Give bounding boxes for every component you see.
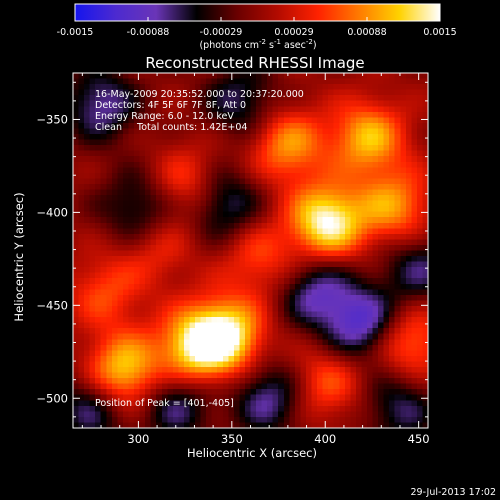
y-tick-label: −500 [36, 391, 68, 405]
observation-info: 16-May-2009 20:35:52.000 to 20:37:20.000… [95, 89, 304, 133]
peak-position-label: Position of Peak = [401,-405] [95, 398, 234, 409]
timestamp: 29-Jul-2013 17:02 [410, 487, 496, 498]
x-tick-label: 450 [408, 432, 430, 446]
colorbar-tick-label: 0.0015 [423, 27, 456, 38]
x-tick-label: 350 [221, 432, 243, 446]
y-axis-label: Heliocentric Y (arcsec) [12, 192, 26, 321]
heatmap-plot: 300 350 400 450 −350 −400 −450 −500 [36, 72, 430, 446]
annotation-energy: Energy Range: 6.0 - 12.0 keV [95, 111, 234, 122]
colorbar-label: (photons cm-2 s-1 asec-2) [199, 38, 316, 51]
x-tick-label: 400 [314, 432, 336, 446]
colorbar-ticks: -0.0015 -0.00088 -0.00029 0.00029 0.00088 0.0… [57, 17, 457, 38]
annotation-detectors: Detectors: 4F 5F 6F 7F 8F, Att 0 [95, 100, 246, 111]
colorbar-gradient [74, 3, 441, 22]
y-tick-label: −400 [36, 205, 68, 219]
colorbar-tick-label: -0.00029 [200, 27, 243, 38]
colorbar-tick-label: 0.00088 [347, 27, 386, 38]
x-axis-label: Heliocentric X (arcsec) [187, 446, 317, 460]
annotation-clean: Clean Total counts: 1.42E+04 [95, 122, 247, 133]
colorbar-tick-label: 0.00029 [274, 27, 313, 38]
colorbar: -0.0015 -0.00088 -0.00029 0.00029 0.00088 0.0… [57, 3, 457, 51]
x-tick-label: 300 [127, 432, 149, 446]
annotation-time: 16-May-2009 20:35:52.000 to 20:37:20.000 [95, 89, 304, 100]
y-axis-ticks: −350 −400 −450 −500 [36, 81, 428, 418]
y-tick-label: −350 [36, 112, 68, 126]
y-tick-label: −450 [36, 298, 68, 312]
colorbar-tick-label: -0.0015 [57, 27, 94, 38]
chart-title: Reconstructed RHESSI Image [145, 54, 364, 72]
colorbar-tick-label: -0.00088 [127, 27, 170, 38]
x-axis-ticks: 300 350 400 450 [81, 73, 430, 446]
heatmap-image [73, 73, 428, 428]
